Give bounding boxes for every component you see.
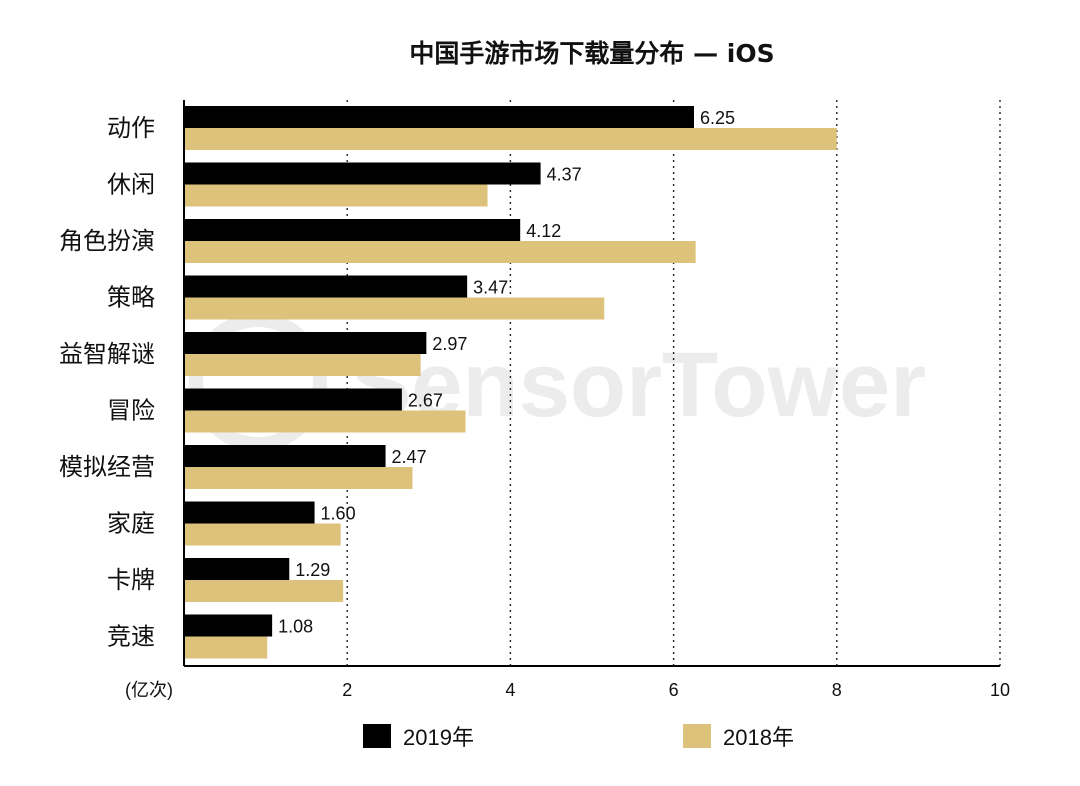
category-label: 家庭 [107, 510, 155, 538]
x-axis-unit-label: (亿次) [125, 680, 173, 700]
data-label: 4.37 [547, 165, 582, 185]
x-tick-label: 8 [832, 680, 842, 700]
category-label: 卡牌 [107, 566, 155, 594]
bar-2019 [184, 162, 541, 185]
data-label: 2.97 [432, 334, 467, 354]
bar-2019 [184, 388, 402, 411]
legend-swatch-2019 [363, 724, 391, 748]
bar-2018 [184, 523, 341, 546]
bar-2018 [184, 184, 488, 207]
category-label: 冒险 [107, 397, 155, 425]
data-label: 1.29 [295, 560, 330, 580]
data-label: 2.67 [408, 391, 443, 411]
bar-2018 [184, 128, 837, 150]
x-tick-label: 4 [505, 680, 515, 700]
x-tick-label: 6 [669, 680, 679, 700]
category-label: 竞速 [107, 623, 155, 651]
bar-2019 [184, 332, 427, 354]
bar-2019 [184, 445, 386, 467]
data-label: 6.25 [700, 108, 735, 128]
bar-2019 [184, 219, 521, 241]
legend-swatch-2018 [683, 724, 711, 748]
bar-2019 [184, 614, 273, 637]
category-label: 动作 [107, 114, 155, 142]
bar-2019 [184, 558, 290, 580]
bar-2018 [184, 410, 466, 433]
axes [183, 100, 1000, 667]
bar-2019 [184, 106, 694, 128]
data-label: 1.08 [278, 617, 313, 637]
legend-label-2018: 2018年 [723, 725, 794, 750]
tick-labels: 2 4 6 8 10 [342, 680, 1010, 700]
bar-2018 [184, 636, 268, 659]
bar-2018 [184, 580, 344, 602]
category-label: 角色扮演 [59, 227, 155, 255]
gridlines [346, 100, 1001, 666]
data-label: 4.12 [526, 221, 561, 241]
chart-title: 中国手游市场下载量分布 — iOS [409, 39, 774, 68]
x-tick-label: 10 [990, 680, 1010, 700]
bar-2018 [184, 354, 421, 376]
category-label: 模拟经营 [59, 453, 155, 481]
data-label: 1.60 [321, 504, 356, 524]
bar-2019 [184, 501, 315, 524]
category-label: 策略 [107, 284, 155, 312]
bar-2018 [184, 467, 413, 489]
bar-2019 [184, 275, 468, 298]
data-label: 3.47 [473, 278, 508, 298]
legend-label-2019: 2019年 [403, 725, 474, 750]
category-label: 休闲 [107, 171, 155, 199]
bar-2018 [184, 241, 696, 263]
watermark-logo-icon [189, 313, 327, 451]
x-tick-label: 2 [342, 680, 352, 700]
legend: 2019年 2018年 [363, 724, 794, 750]
bar-2018 [184, 297, 605, 320]
bars: 6.25 4.37 4.12 3.47 2.97 2.67 2.47 1.60 1.29 1.08 [184, 106, 837, 659]
data-label: 2.47 [392, 447, 427, 467]
category-label: 益智解谜 [59, 340, 155, 368]
